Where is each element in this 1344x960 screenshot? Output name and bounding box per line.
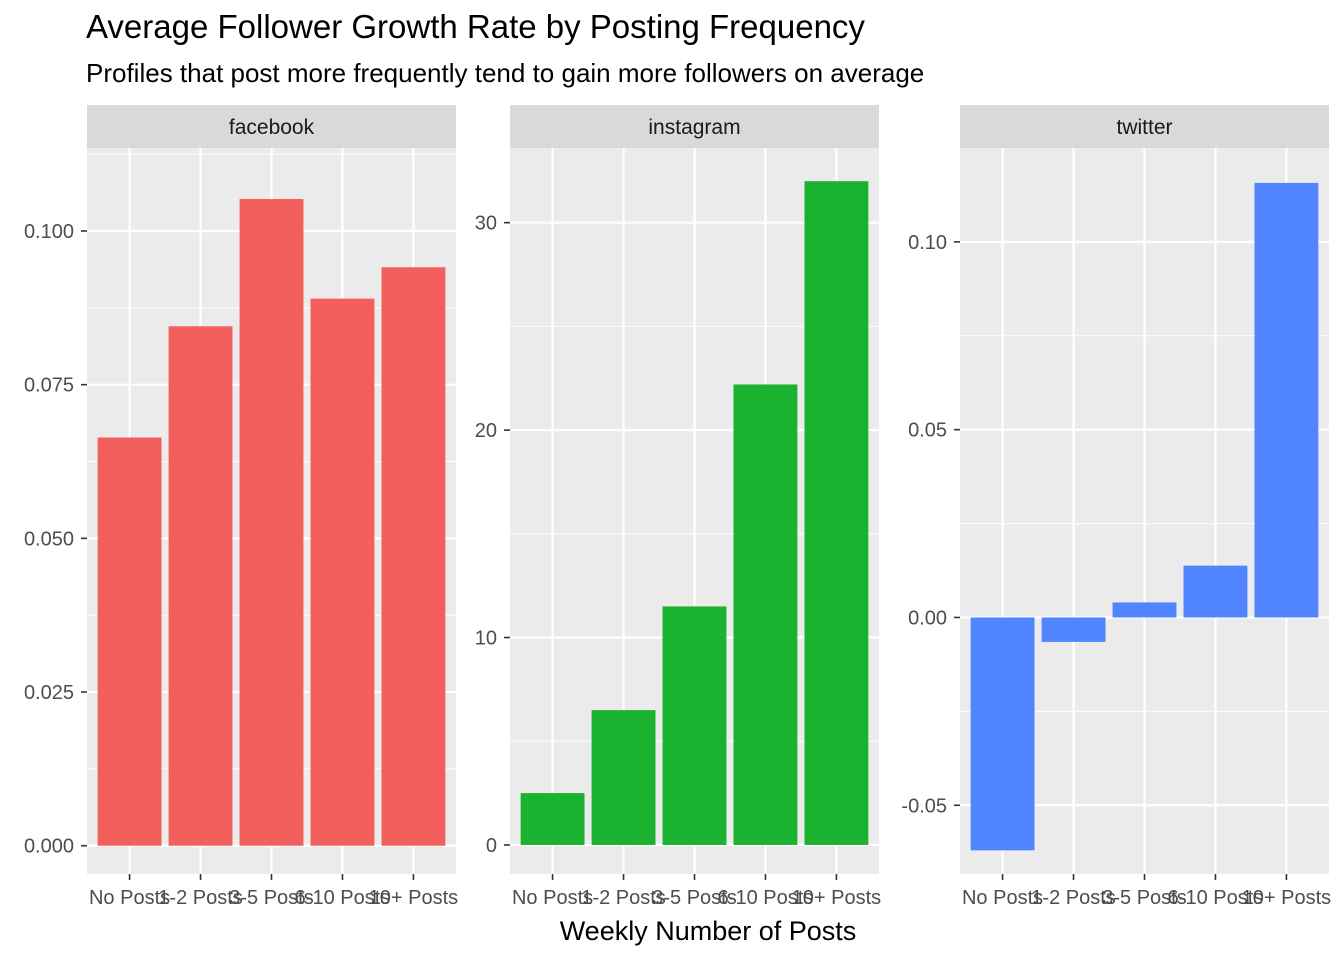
x-tick-label: 1-2 Posts [1031,887,1115,909]
y-tick-label: -0.05 [901,795,947,817]
bar-instagram-4 [733,384,798,845]
bar-twitter-5 [1254,182,1319,618]
y-tick-label: 0 [486,835,497,857]
facet-strip-label: facebook [229,116,315,139]
y-tick-label: 0.000 [24,836,74,858]
x-tick-label: 10+ Posts [792,887,882,909]
facet-strip-label: twitter [1116,116,1172,139]
facet-panel-facebook: facebook 0.000 0.025 0.050 0.075 0.100 No Post… [24,105,458,909]
y-tick-label: 0.075 [24,375,74,397]
y-tick-label: 0.10 [908,232,947,254]
x-tick-label: No Posts [89,887,170,909]
y-tick-label: 10 [475,628,497,650]
chart-subtitle: Profiles that post more frequently tend … [86,58,925,88]
y-tick-label: 0.025 [24,682,74,704]
x-tick-label: 1-2 Posts [158,887,242,909]
y-tick-label: 30 [475,213,497,235]
y-tick-label: 0.100 [24,221,74,243]
bar-facebook-5 [381,267,446,846]
bar-instagram-2 [591,710,656,845]
facet-strip [87,105,456,148]
chart-title: Average Follower Growth Rate by Posting … [86,8,865,45]
x-tick-label: 3-5 Posts [652,887,736,909]
facet-strip [510,105,879,148]
bar-instagram-5 [804,181,869,845]
bar-twitter-4 [1183,565,1248,618]
x-tick-label: 6-10 Posts [295,887,391,909]
x-tick-label: 10+ Posts [1242,887,1332,909]
bar-instagram-1 [520,793,585,845]
x-tick-label: 10+ Posts [369,887,459,909]
x-tick-label: 6-10 Posts [718,887,814,909]
y-tick-label: 0.05 [908,420,947,442]
x-tick-label: 3-5 Posts [229,887,313,909]
bar-facebook-3 [239,199,304,846]
bar-facebook-1 [97,437,162,846]
x-tick-label: No Posts [512,887,593,909]
x-tick-label: No Posts [962,887,1043,909]
y-tick-label: 0.050 [24,528,74,550]
bar-instagram-3 [662,606,727,845]
facet-strip-label: instagram [648,116,740,139]
y-tick-label: 20 [475,420,497,442]
x-tick-label: 3-5 Posts [1102,887,1186,909]
y-tick-label: 0.00 [908,607,947,629]
x-tick-label: 6-10 Posts [1168,887,1264,909]
bar-twitter-1 [970,617,1035,851]
bar-twitter-2 [1041,617,1106,642]
bar-twitter-3 [1112,602,1177,618]
bar-facebook-2 [168,326,233,846]
bar-facebook-4 [310,298,375,846]
x-axis-label: Weekly Number of Posts [560,916,857,946]
x-tick-label: 1-2 Posts [581,887,665,909]
facet-strip [960,105,1329,148]
